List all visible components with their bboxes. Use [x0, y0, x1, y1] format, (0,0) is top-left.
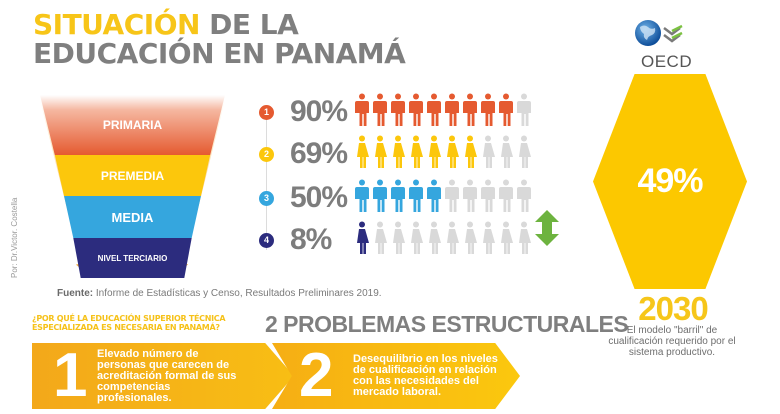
male-person-icon — [372, 179, 388, 217]
problem-number: 1 — [53, 341, 88, 410]
male-person-icon — [480, 93, 496, 131]
female-person-icon — [354, 221, 370, 259]
problem-text: Elevado número de personas que carecen d… — [97, 347, 237, 404]
section-question: ¿POR QUÉ LA EDUCACIÓN SUPERIOR TÉCNICA E… — [32, 314, 257, 332]
problem-number: 2 — [299, 341, 334, 410]
male-person-icon — [390, 179, 406, 217]
female-person-icon — [444, 221, 460, 259]
author-credit: Por: Dr.Victor. Costella — [10, 197, 19, 278]
oecd-hexagon: 49% — [593, 74, 747, 289]
male-person-icon — [408, 179, 424, 217]
problems-title: 2 PROBLEMAS ESTRUCTURALES — [265, 311, 629, 337]
male-person-icon — [498, 179, 514, 217]
female-person-icon — [390, 221, 406, 259]
male-person-icon — [390, 93, 406, 131]
source-text: Informe de Estadísticas y Censo, Resulta… — [93, 288, 382, 299]
people-figures — [354, 221, 532, 259]
male-person-icon — [516, 93, 532, 131]
oecd-logo-icon — [635, 20, 683, 46]
title-highlight: SITUACIÓN — [33, 8, 200, 41]
year-description: El modelo "barril" de cualificación requ… — [608, 325, 736, 358]
stat-row: 4 8% — [259, 221, 532, 259]
female-person-icon — [372, 221, 388, 259]
stat-row: 1 90% — [259, 93, 532, 131]
funnel-level-terciario: NIVEL TERCIARIO — [73, 238, 192, 278]
female-person-icon — [516, 135, 532, 173]
section-question-text: ¿POR QUÉ LA EDUCACIÓN SUPERIOR TÉCNICA E… — [32, 314, 226, 332]
male-person-icon — [426, 93, 442, 131]
source-label: Fuente: — [57, 288, 94, 299]
stat-percent: 69% — [290, 137, 348, 170]
male-person-icon — [444, 179, 460, 217]
page-title: SITUACIÓN DE LA EDUCACIÓN EN PANAMÁ — [33, 8, 406, 70]
female-person-icon — [516, 221, 532, 259]
funnel-level-premedia: PREMEDIA — [54, 155, 211, 196]
people-figures — [354, 135, 532, 173]
female-person-icon — [444, 135, 460, 173]
problem-card-1: 1 Elevado número de personas que carecen… — [32, 343, 294, 409]
female-person-icon — [498, 135, 514, 173]
male-person-icon — [354, 93, 370, 131]
female-person-icon — [390, 135, 406, 173]
male-person-icon — [408, 93, 424, 131]
female-person-icon — [480, 221, 496, 259]
stat-percent: 90% — [290, 95, 348, 128]
title-rest: DE LA — [199, 8, 299, 41]
stat-row: 3 50% — [259, 179, 532, 217]
female-person-icon — [372, 135, 388, 173]
female-person-icon — [408, 221, 424, 259]
hex-value: 49% — [637, 162, 703, 200]
male-person-icon — [516, 179, 532, 217]
people-figures — [354, 179, 532, 217]
stat-row: 2 69% — [259, 135, 532, 173]
target-year: 2030 — [638, 290, 708, 327]
male-person-icon — [462, 179, 478, 217]
male-person-icon — [372, 93, 388, 131]
source-note: Fuente: Informe de Estadísticas y Censo,… — [57, 288, 382, 299]
female-person-icon — [354, 135, 370, 173]
female-person-icon — [498, 221, 514, 259]
title-line2: EDUCACIÓN EN PANAMÁ — [33, 37, 406, 70]
stats-rail — [266, 110, 267, 250]
people-figures — [354, 93, 532, 131]
male-person-icon — [498, 93, 514, 131]
oecd-logo-text: OECD — [641, 52, 693, 71]
problem-card-2: 2 Desequilibrio en los niveles de cualif… — [272, 343, 520, 409]
female-person-icon — [426, 221, 442, 259]
male-person-icon — [480, 179, 496, 217]
double-arrow-icon — [535, 210, 559, 246]
stat-percent: 50% — [290, 181, 348, 214]
education-funnel: PRIMARIA PREMEDIA MEDIA NIVEL TERCIARIO — [40, 95, 225, 278]
female-person-icon — [462, 135, 478, 173]
stat-badge: 2 — [259, 146, 274, 162]
female-person-icon — [408, 135, 424, 173]
funnel-level-media: MEDIA — [64, 196, 201, 238]
male-person-icon — [354, 179, 370, 217]
male-person-icon — [462, 93, 478, 131]
male-person-icon — [426, 179, 442, 217]
stat-badge: 3 — [259, 190, 274, 206]
female-person-icon — [480, 135, 496, 173]
problem-text: Desequilibrio en los niveles de cualific… — [353, 353, 498, 398]
female-person-icon — [426, 135, 442, 173]
stat-badge: 1 — [259, 104, 274, 120]
female-person-icon — [462, 221, 478, 259]
funnel-level-primaria: PRIMARIA — [40, 95, 225, 155]
stat-percent: 8% — [290, 223, 332, 256]
stat-badge: 4 — [259, 232, 274, 248]
male-person-icon — [444, 93, 460, 131]
